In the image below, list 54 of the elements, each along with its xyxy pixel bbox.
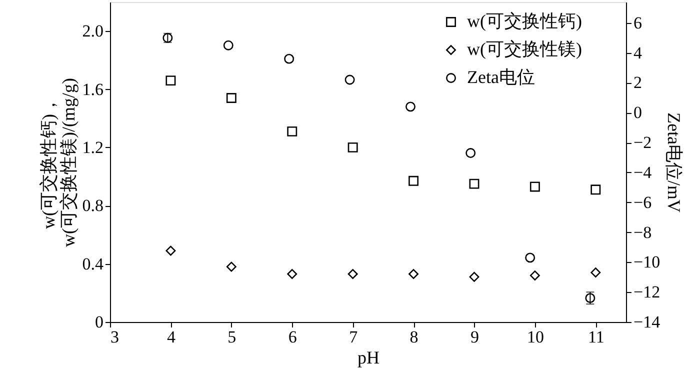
y-tick-label: 0.8: [82, 196, 104, 216]
point: [223, 40, 234, 50]
x-axis-title: pH: [358, 348, 380, 368]
point: [590, 184, 601, 195]
x-tick-label: 10: [526, 328, 544, 346]
point: [166, 246, 176, 256]
point: [408, 269, 419, 279]
point: [469, 272, 480, 282]
y2-tick-label: 6: [634, 13, 642, 32]
point: [166, 76, 176, 86]
legend-label: w(可交换性镁): [467, 39, 582, 59]
y2-tick-label: 2: [634, 73, 642, 92]
point: [344, 74, 355, 85]
y2-axis-title: Zeta电位/mV: [664, 112, 684, 212]
point: [466, 148, 476, 158]
y-axis-title: w(可交换性钙)， w(可交换性镁)/(mg/g): [38, 78, 78, 247]
legend-label: w(可交换性钙): [467, 11, 582, 31]
y-tick-label: 0: [95, 312, 104, 332]
point: [287, 126, 298, 136]
point: [525, 252, 536, 263]
point: [469, 178, 480, 189]
y2-tick-label: 4: [634, 43, 642, 62]
y2-tick-label: 0: [634, 103, 642, 122]
y-tick-label: 0.4: [82, 254, 104, 274]
point: [530, 182, 540, 192]
x-tick-label: 4: [166, 328, 176, 346]
y-tick-label: 1.2: [82, 138, 104, 157]
point: [348, 142, 358, 152]
x-tick-label: 9: [470, 328, 479, 346]
y2-tick-label: −12: [634, 282, 660, 302]
x-tick-label: 7: [349, 328, 358, 346]
x-tick-label: 3: [110, 328, 119, 346]
point: [226, 262, 236, 272]
x-tick-label: 11: [588, 328, 604, 346]
y2-tick-label: −2: [634, 133, 652, 152]
point: [348, 269, 358, 279]
y-tick-label: 2.0: [82, 22, 104, 41]
x-tick-label: 8: [410, 328, 418, 346]
y2-tick-label: −4: [634, 162, 652, 182]
point: [590, 268, 601, 278]
y2-tick-label: −8: [634, 222, 652, 242]
x-tick-label: 5: [228, 328, 236, 346]
y-tick-label: 1.6: [82, 80, 104, 99]
point: [226, 93, 236, 103]
y2-tick-label: −6: [634, 192, 652, 212]
y2-tick-label: −14: [634, 312, 661, 332]
point: [406, 102, 416, 112]
point: [530, 270, 540, 280]
x-tick-label: 6: [288, 328, 297, 346]
point: [408, 176, 419, 186]
y2-tick-label: −10: [634, 252, 660, 272]
point: [287, 269, 298, 279]
legend-label: Zeta电位: [467, 67, 535, 87]
point: [284, 54, 294, 64]
